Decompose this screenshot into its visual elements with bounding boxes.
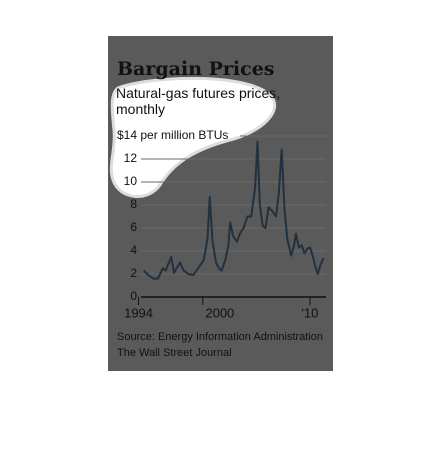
y-tick-label: 8: [130, 197, 137, 211]
source: Source: Energy Information Administratio…: [117, 331, 323, 343]
y-tick-label: $14 per million BTUs: [117, 128, 228, 142]
data-line: [143, 140, 325, 280]
y-tick-label: 4: [130, 243, 137, 257]
x-tick-label: 1994: [124, 305, 153, 320]
y-tick-label: 2: [130, 266, 137, 280]
chart-title: Bargain Prices: [117, 58, 275, 80]
y-tick-label: 10: [124, 174, 138, 188]
highlight-blob: [109, 76, 277, 198]
subtitle-box: Natural-gas futures prices, monthly: [116, 85, 281, 117]
y-tick-label: 0: [130, 289, 137, 303]
x-tick-label: 2000: [205, 305, 234, 320]
x-tick-label: '10: [301, 305, 318, 320]
publisher: The Wall Street Journal: [117, 347, 232, 359]
y-tick-label: 12: [124, 151, 138, 165]
y-tick-label: 6: [130, 220, 137, 234]
chart-subtitle: Natural-gas futures prices, monthly: [116, 85, 281, 117]
